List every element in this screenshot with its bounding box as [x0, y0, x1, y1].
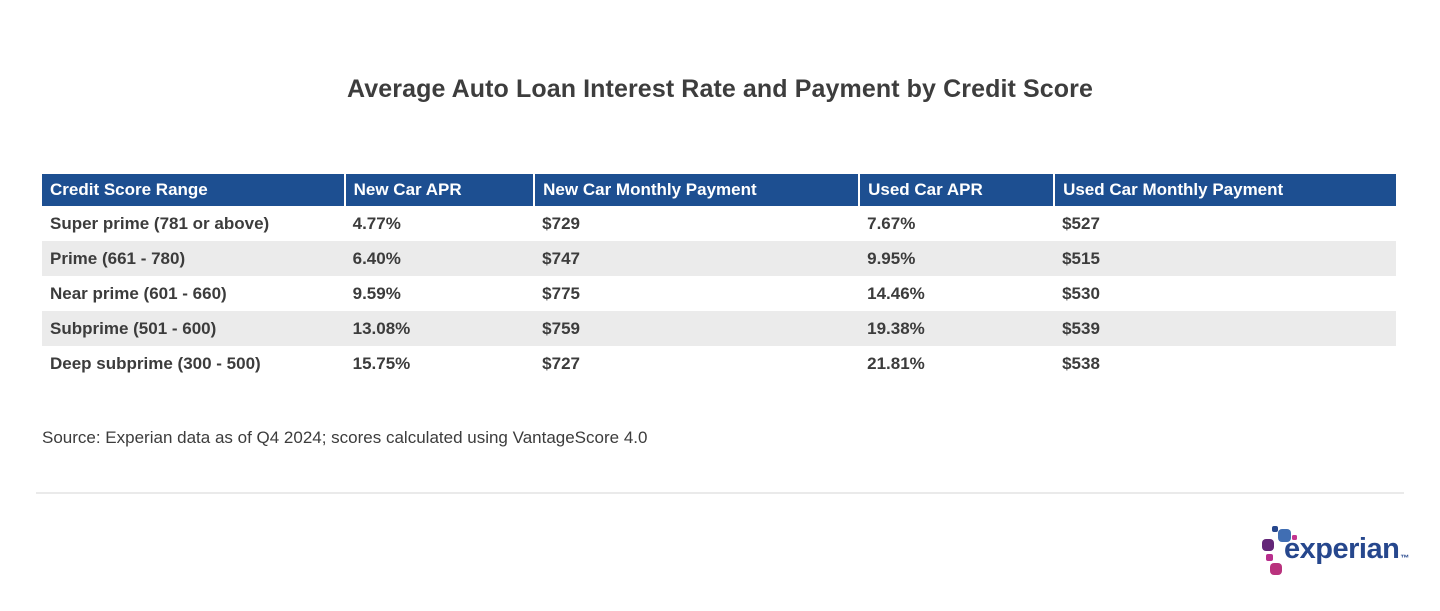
table-header: Credit Score Range New Car APR New Car M… [42, 174, 1396, 206]
header-new-car-apr: New Car APR [343, 174, 535, 206]
cell-new-car-payment: $729 [542, 214, 580, 233]
cell-used-car-payment: $530 [1062, 284, 1100, 303]
header-used-car-monthly-payment: Used Car Monthly Payment [1053, 174, 1396, 206]
cell-used-car-payment: $538 [1062, 354, 1100, 373]
logo-square-navy-icon [1272, 526, 1278, 532]
data-table: Credit Score Range New Car APR New Car M… [42, 174, 1396, 381]
cell-new-car-apr: 6.40% [344, 241, 535, 276]
cell-score-range: Near prime (601 - 660) [50, 284, 227, 303]
horizontal-divider [36, 492, 1404, 494]
cell-new-car-apr: 15.75% [352, 354, 411, 373]
logo-square-magenta-small-icon [1266, 554, 1273, 561]
table-body: Super prime (781 or above) 4.77% $729 7.… [42, 206, 1396, 381]
cell-used-car-payment: $539 [1054, 311, 1396, 346]
cell-new-car-apr: 4.77% [352, 214, 401, 233]
experian-logo: experian™ [1258, 524, 1409, 580]
cell-used-car-apr: 9.95% [859, 241, 1055, 276]
trademark-symbol: ™ [1400, 553, 1410, 563]
logo-square-magenta-large-icon [1270, 563, 1282, 575]
table-row-subprime: Subprime (501 - 600) 13.08% $759 19.38% … [42, 311, 1396, 346]
cell-used-car-apr: 7.67% [867, 214, 916, 233]
page-title: Average Auto Loan Interest Rate and Paym… [347, 75, 1093, 103]
cell-used-car-payment: $527 [1062, 214, 1100, 233]
cell-new-car-apr: 9.59% [352, 284, 401, 303]
cell-used-car-apr: 19.38% [859, 311, 1055, 346]
table-row-prime: Prime (661 - 780) 6.40% $747 9.95% $515 [42, 241, 1396, 276]
experian-wordmark: experian™ [1284, 533, 1409, 566]
logo-square-blue-icon [1278, 529, 1291, 542]
logo-square-purple-icon [1262, 539, 1274, 551]
cell-used-car-apr: 14.46% [867, 284, 925, 303]
data-table-container: Credit Score Range New Car APR New Car M… [42, 174, 1396, 381]
header-new-car-monthly-payment: New Car Monthly Payment [533, 174, 860, 206]
cell-new-car-payment: $727 [542, 354, 580, 373]
table-header-row: Credit Score Range New Car APR New Car M… [42, 174, 1396, 206]
cell-new-car-payment: $775 [542, 284, 580, 303]
table-row-super-prime: Super prime (781 or above) 4.77% $729 7.… [42, 206, 1396, 241]
cell-score-range: Deep subprime (300 - 500) [50, 354, 261, 373]
cell-used-car-payment: $515 [1054, 241, 1396, 276]
cell-score-range: Subprime (501 - 600) [42, 311, 345, 346]
header-used-car-apr: Used Car APR [858, 174, 1055, 206]
cell-used-car-apr: 21.81% [867, 354, 925, 373]
logo-square-pink-small-icon [1292, 535, 1297, 540]
experian-wordmark-text: experian [1284, 533, 1400, 565]
cell-new-car-payment: $759 [534, 311, 860, 346]
cell-new-car-payment: $747 [534, 241, 860, 276]
cell-score-range: Prime (661 - 780) [42, 241, 345, 276]
cell-new-car-apr: 13.08% [344, 311, 535, 346]
cell-score-range: Super prime (781 or above) [50, 214, 270, 233]
table-row-deep-subprime: Deep subprime (300 - 500) 15.75% $727 21… [42, 346, 1396, 381]
source-note: Source: Experian data as of Q4 2024; sco… [42, 428, 648, 447]
table-row-near-prime: Near prime (601 - 660) 9.59% $775 14.46%… [42, 276, 1396, 311]
header-credit-score-range: Credit Score Range [42, 174, 345, 206]
